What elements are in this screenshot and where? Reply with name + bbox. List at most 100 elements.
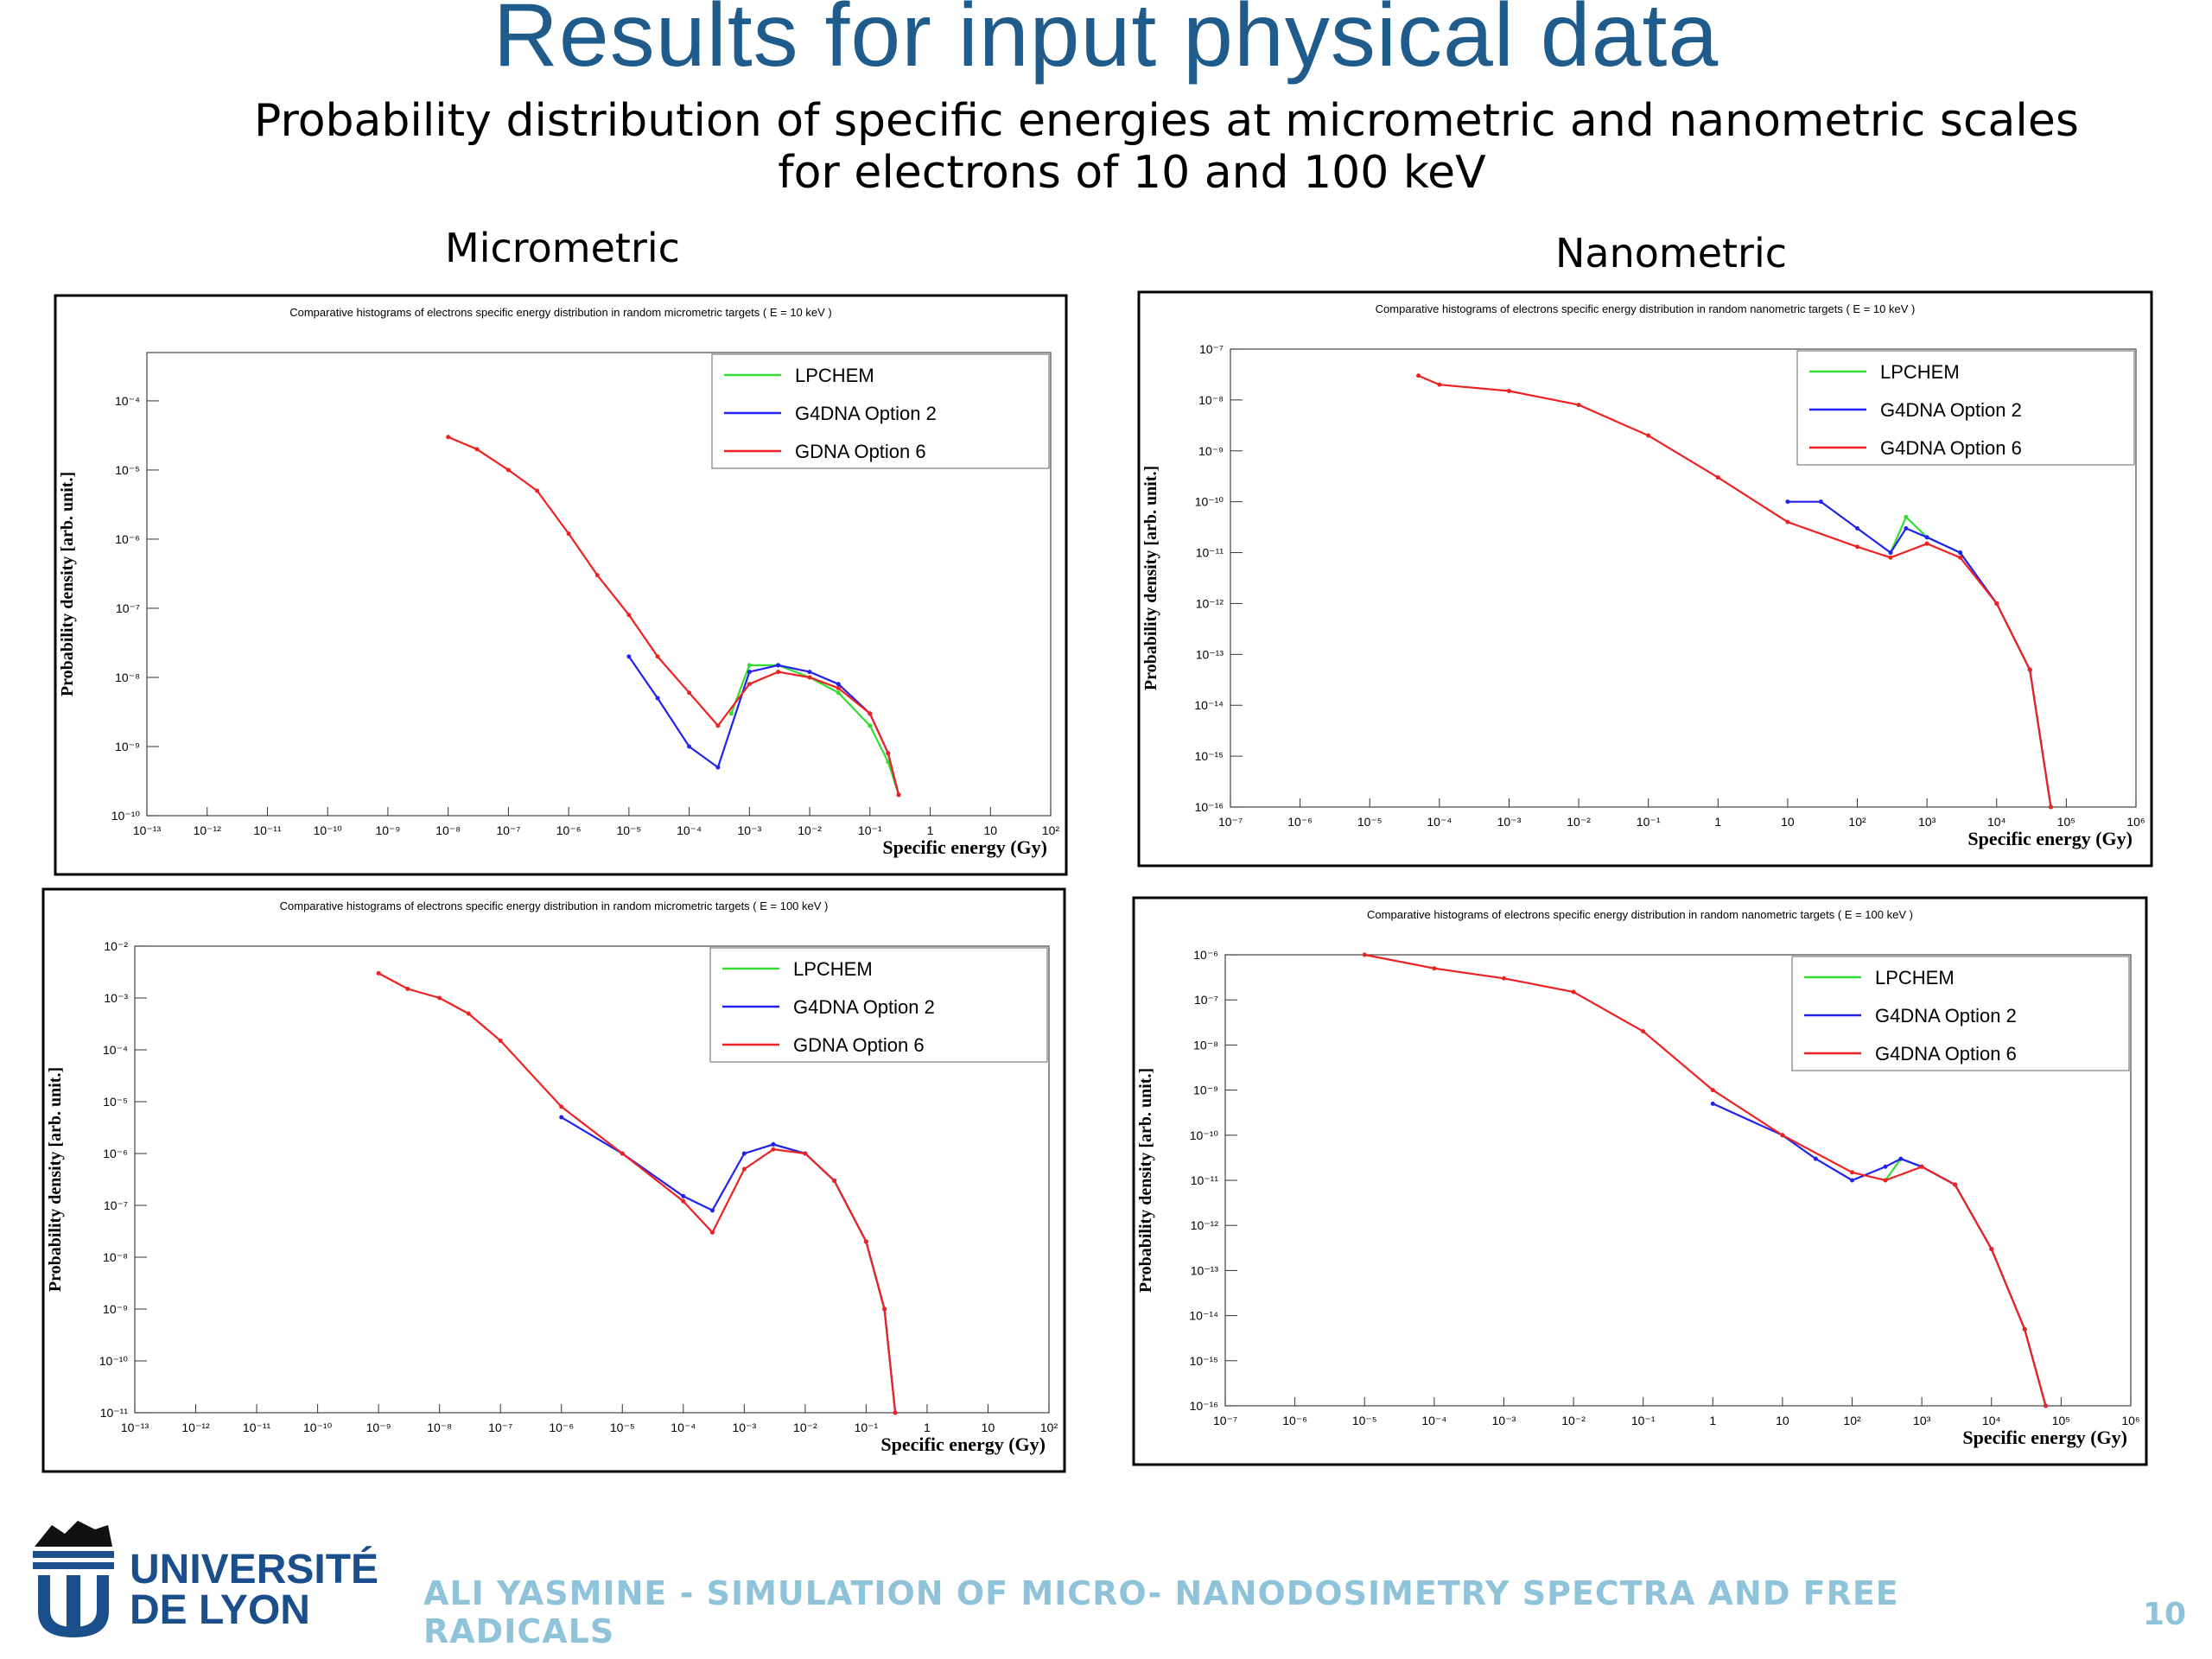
data-point — [1989, 1246, 1994, 1251]
data-point — [868, 711, 873, 716]
plot-area — [134, 945, 1050, 1414]
data-point — [559, 1115, 564, 1120]
data-point — [747, 663, 752, 668]
y-tick-label: 10⁻⁸ — [1198, 393, 1224, 407]
x-tick-label: 10⁻³ — [733, 1421, 757, 1434]
series-line-2 — [1363, 953, 2047, 1407]
page-number: 10 — [2143, 1597, 2187, 1632]
nanometric-label: Nanometric — [1555, 230, 1788, 276]
legend-label: G4DNA Option 2 — [1880, 399, 2022, 421]
data-point — [715, 765, 721, 770]
data-point — [1850, 1170, 1855, 1175]
legend-label: G4DNA Option 6 — [1875, 1043, 2017, 1065]
x-tick-label: 10³ — [1913, 1414, 1931, 1427]
x-tick-label: 10⁻⁴ — [1427, 815, 1452, 829]
data-point — [741, 1151, 747, 1156]
x-tick-label: 10⁵ — [2052, 1414, 2070, 1427]
data-point — [466, 1011, 471, 1016]
x-tick-label: 10⁻⁵ — [616, 823, 641, 837]
y-tick-label: 10⁻¹⁰ — [1195, 495, 1224, 509]
data-point — [1904, 514, 1909, 519]
x-tick-label: 10⁻⁹ — [375, 823, 400, 837]
y-tick-label: 10⁻⁶ — [103, 1147, 128, 1160]
logo-text-line2: DE LYON — [130, 1587, 310, 1633]
chart-title: Comparative histograms of electrons spec… — [289, 306, 832, 319]
data-point — [1855, 544, 1860, 550]
x-tick-label: 10⁻⁷ — [1213, 1414, 1237, 1427]
y-tick-label: 10⁻¹⁵ — [1195, 749, 1224, 763]
y-tick-label: 10⁻¹⁵ — [1190, 1354, 1218, 1368]
x-tick-label: 10⁶ — [2126, 815, 2145, 829]
data-point — [376, 970, 381, 976]
data-point — [1898, 1156, 1904, 1161]
data-point — [1888, 555, 1893, 560]
x-tick-label: 10⁻² — [1561, 1414, 1586, 1427]
x-tick-label: 10⁻⁵ — [1357, 815, 1382, 829]
data-point — [1641, 1029, 1646, 1034]
data-point — [1818, 499, 1823, 505]
data-point — [896, 792, 901, 798]
data-point — [747, 670, 752, 675]
y-tick-label: 10⁻¹¹ — [100, 1406, 129, 1420]
y-tick-label: 10⁻² — [104, 939, 128, 953]
y-tick-label: 10⁻⁹ — [1198, 444, 1224, 458]
data-point — [655, 654, 660, 659]
y-tick-label: 10⁻⁷ — [116, 601, 140, 615]
x-tick-label: 10⁻⁸ — [435, 823, 461, 837]
x-tick-label: 10 — [1776, 1414, 1789, 1427]
x-tick-label: 10⁻³ — [1492, 1414, 1516, 1427]
x-tick-label: 10⁴ — [1982, 1414, 2001, 1427]
slide-title: Results for input physical data — [493, 0, 1719, 86]
data-point — [1850, 1178, 1855, 1183]
legend-box — [1791, 956, 2130, 1071]
x-tick-label: 10⁻⁷ — [488, 1421, 512, 1434]
data-point — [1904, 525, 1909, 531]
data-point — [1883, 1178, 1888, 1183]
micrometric-label: Micrometric — [445, 225, 680, 271]
data-point — [1780, 1133, 1785, 1138]
y-tick-label: 10⁻⁷ — [1194, 993, 1218, 1007]
x-tick-label: 10⁻¹² — [181, 1421, 210, 1434]
data-point — [886, 751, 891, 756]
x-tick-label: 1 — [927, 823, 934, 837]
x-tick-label: 10⁻¹¹ — [243, 1421, 271, 1434]
series-line-0 — [730, 664, 900, 796]
data-point — [893, 1410, 898, 1415]
footer-text: ALI YASMINE - SIMULATION OF MICRO- NANOD… — [423, 1574, 1899, 1650]
y-tick-label: 10⁻⁹ — [103, 1302, 128, 1316]
data-point — [498, 1038, 503, 1043]
data-point — [776, 670, 781, 675]
x-tick-label: 10⁻⁷ — [1218, 815, 1243, 829]
x-tick-label: 10⁻¹⁰ — [303, 1421, 333, 1434]
y-tick-label: 10⁻⁴ — [103, 1043, 128, 1057]
y-tick-label: 10⁻¹⁰ — [111, 809, 141, 823]
x-tick-label: 10 — [1781, 815, 1795, 829]
y-tick-label: 10⁻¹⁴ — [1194, 698, 1224, 712]
y-tick-label: 10⁻¹² — [1196, 596, 1224, 610]
x-tick-label: 10⁻¹² — [194, 823, 222, 837]
plot-area — [146, 352, 1052, 817]
y-axis-label: Probability density [arb. unit.] — [1141, 466, 1160, 690]
data-point — [687, 690, 692, 696]
universite-de-lyon-logo: UNIVERSITÉ DE LYON — [26, 1508, 378, 1655]
data-point — [566, 531, 571, 537]
chart-micro-100kev: Comparative histograms of electrons spec… — [41, 887, 1066, 1473]
y-axis-label: Probability density [arb. unit.] — [1136, 1068, 1155, 1293]
x-tick-label: 10⁻⁶ — [549, 1421, 574, 1434]
data-point — [832, 1178, 837, 1183]
y-axis-label: Probability density [arb. unit.] — [46, 1067, 65, 1292]
data-point — [559, 1104, 564, 1109]
y-tick-label: 10⁻¹⁰ — [99, 1354, 129, 1368]
data-point — [1501, 976, 1506, 981]
data-point — [709, 1208, 715, 1213]
legend-label: LPCHEM — [1875, 967, 1955, 988]
y-tick-label: 10⁻⁷ — [104, 1198, 128, 1212]
legend-label: G4DNA Option 2 — [1875, 1005, 2017, 1027]
slide-subtitle-line1: Probability distribution of specific ene… — [254, 95, 2079, 147]
data-point — [807, 675, 812, 680]
legend-label: G4DNA Option 2 — [795, 403, 937, 424]
data-point — [1646, 433, 1651, 438]
data-point — [863, 1239, 868, 1244]
x-tick-label: 10⁻¹¹ — [253, 823, 282, 837]
x-tick-label: 10⁵ — [2057, 815, 2075, 829]
